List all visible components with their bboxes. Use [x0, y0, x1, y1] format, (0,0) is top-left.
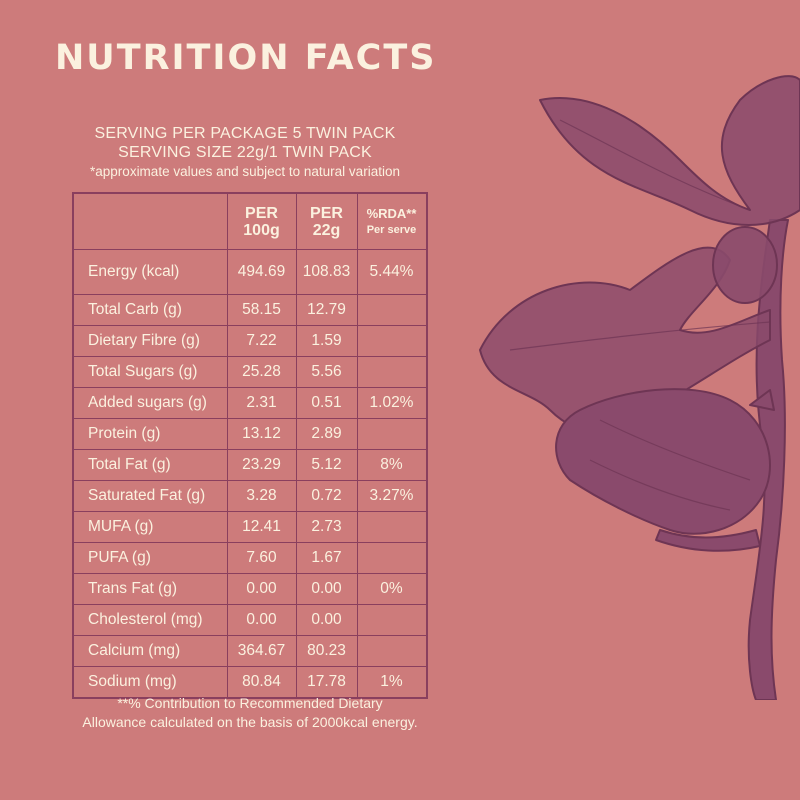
nutrient-name: Total Carb (g) — [72, 294, 228, 326]
value-per-22g: 0.00 — [295, 604, 358, 636]
table-row: PUFA (g) 7.60 1.67 — [72, 542, 427, 574]
serving-size: SERVING SIZE 22g/1 TWIN PACK — [118, 144, 372, 161]
value-per-100g: 12.41 — [226, 511, 297, 543]
page-title: NUTRITION FACTS — [55, 38, 437, 78]
nutrient-name: PUFA (g) — [72, 542, 228, 574]
value-rda — [356, 511, 427, 543]
header-per-100g: PER 100g — [226, 192, 297, 250]
value-rda: 1.02% — [356, 387, 427, 419]
value-rda: 3.27% — [356, 480, 427, 512]
value-rda — [356, 294, 427, 326]
value-per-22g: 17.78 — [295, 666, 358, 699]
nutrient-name: Total Fat (g) — [72, 449, 228, 481]
value-per-22g: 1.59 — [295, 325, 358, 357]
nutrient-name: Trans Fat (g) — [72, 573, 228, 605]
nutrient-name: Cholesterol (mg) — [72, 604, 228, 636]
footnote-line-2: Allowance calculated on the basis of 200… — [82, 714, 418, 730]
value-per-22g: 5.12 — [295, 449, 358, 481]
table-row: Total Fat (g) 23.29 5.12 8% — [72, 449, 427, 481]
value-per-100g: 80.84 — [226, 666, 297, 699]
value-rda: 5.44% — [356, 249, 427, 295]
value-rda — [356, 356, 427, 388]
footnote-line-1: **% Contribution to Recommended Dietary — [117, 695, 383, 711]
table-row: Protein (g) 13.12 2.89 — [72, 418, 427, 450]
rda-footnote: **% Contribution to Recommended Dietary … — [55, 694, 445, 732]
table-row: Total Sugars (g) 25.28 5.56 — [72, 356, 427, 388]
table-row: Total Carb (g) 58.15 12.79 — [72, 294, 427, 326]
serving-info: SERVING PER PACKAGE 5 TWIN PACK SERVING … — [62, 124, 428, 181]
value-per-100g: 7.60 — [226, 542, 297, 574]
value-rda — [356, 604, 427, 636]
header-rda: %RDA** Per serve — [356, 192, 427, 250]
approximation-note: *approximate values and subject to natur… — [90, 164, 400, 179]
nutrient-name: Added sugars (g) — [72, 387, 228, 419]
value-per-100g: 23.29 — [226, 449, 297, 481]
value-per-100g: 0.00 — [226, 573, 297, 605]
value-per-100g: 0.00 — [226, 604, 297, 636]
table-row: Calcium (mg) 364.67 80.23 — [72, 635, 427, 667]
value-per-100g: 25.28 — [226, 356, 297, 388]
value-per-100g: 2.31 — [226, 387, 297, 419]
servings-per-package: SERVING PER PACKAGE 5 TWIN PACK — [94, 125, 396, 142]
value-rda — [356, 542, 427, 574]
value-per-22g: 1.67 — [295, 542, 358, 574]
nutrient-name: Calcium (mg) — [72, 635, 228, 667]
nutrient-name: Dietary Fibre (g) — [72, 325, 228, 357]
header-nutrient — [72, 192, 228, 250]
table-row: Saturated Fat (g) 3.28 0.72 3.27% — [72, 480, 427, 512]
table-row: Energy (kcal) 494.69 108.83 5.44% — [72, 249, 427, 295]
nutrition-table: PER 100g PER 22g %RDA** Per serve Energy… — [72, 192, 428, 699]
value-per-22g: 80.23 — [295, 635, 358, 667]
table-row: MUFA (g) 12.41 2.73 — [72, 511, 427, 543]
value-per-100g: 13.12 — [226, 418, 297, 450]
value-rda: 8% — [356, 449, 427, 481]
value-per-100g: 7.22 — [226, 325, 297, 357]
nutrient-name: MUFA (g) — [72, 511, 228, 543]
value-per-22g: 0.00 — [295, 573, 358, 605]
value-rda: 1% — [356, 666, 427, 699]
header-per-22g: PER 22g — [295, 192, 358, 250]
fig-branch-icon — [479, 75, 800, 700]
value-per-22g: 0.51 — [295, 387, 358, 419]
value-per-22g: 12.79 — [295, 294, 358, 326]
value-rda — [356, 418, 427, 450]
table-row: Trans Fat (g) 0.00 0.00 0% — [72, 573, 427, 605]
value-per-22g: 2.73 — [295, 511, 358, 543]
nutrient-name: Energy (kcal) — [72, 249, 228, 295]
value-per-100g: 3.28 — [226, 480, 297, 512]
table-row: Cholesterol (mg) 0.00 0.00 — [72, 604, 427, 636]
value-rda — [356, 635, 427, 667]
table-row: Added sugars (g) 2.31 0.51 1.02% — [72, 387, 427, 419]
value-per-22g: 5.56 — [295, 356, 358, 388]
table-row: Dietary Fibre (g) 7.22 1.59 — [72, 325, 427, 357]
nutrient-name: Total Sugars (g) — [72, 356, 228, 388]
nutrient-name: Sodium (mg) — [72, 666, 228, 699]
value-rda — [356, 325, 427, 357]
value-per-22g: 2.89 — [295, 418, 358, 450]
value-per-100g: 494.69 — [226, 249, 297, 295]
value-per-100g: 364.67 — [226, 635, 297, 667]
value-per-22g: 108.83 — [295, 249, 358, 295]
value-per-100g: 58.15 — [226, 294, 297, 326]
table-header-row: PER 100g PER 22g %RDA** Per serve — [72, 192, 427, 250]
value-per-22g: 0.72 — [295, 480, 358, 512]
table-row: Sodium (mg) 80.84 17.78 1% — [72, 666, 427, 699]
value-rda: 0% — [356, 573, 427, 605]
nutrient-name: Saturated Fat (g) — [72, 480, 228, 512]
nutrient-name: Protein (g) — [72, 418, 228, 450]
